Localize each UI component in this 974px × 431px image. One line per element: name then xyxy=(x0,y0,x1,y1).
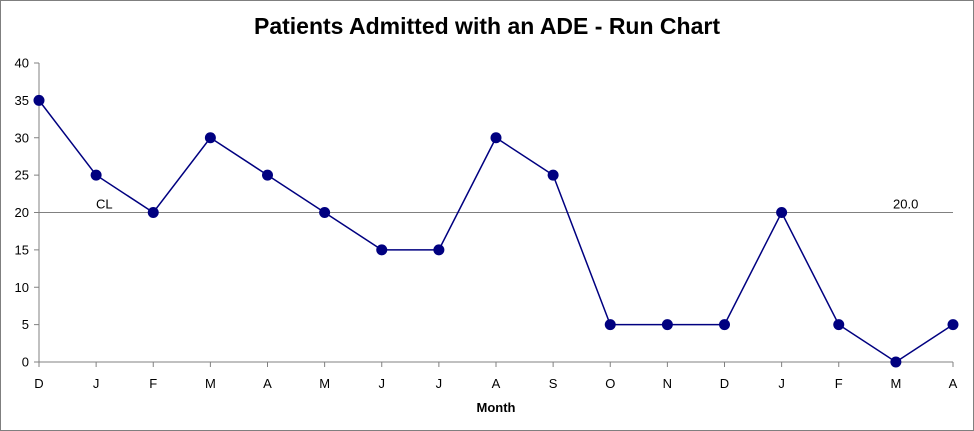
y-tick-label: 25 xyxy=(15,168,29,183)
x-tick-label: N xyxy=(663,376,672,391)
x-tick-label: A xyxy=(949,376,958,391)
x-tick-label: M xyxy=(205,376,216,391)
y-tick-label: 40 xyxy=(15,56,29,71)
x-axis-title: Month xyxy=(477,400,516,415)
data-point xyxy=(90,169,102,181)
data-point xyxy=(204,132,216,144)
y-tick-label: 10 xyxy=(15,280,29,295)
x-tick-label: D xyxy=(34,376,43,391)
data-point xyxy=(319,207,331,218)
center-line-value-label: 20.0 xyxy=(893,197,918,212)
y-tick-label: 30 xyxy=(15,130,29,145)
y-tick-label: 0 xyxy=(22,355,29,370)
chart-title: Patients Admitted with an ADE - Run Char… xyxy=(254,13,720,39)
data-point xyxy=(890,356,902,368)
x-tick-label: M xyxy=(319,376,330,391)
data-point xyxy=(490,132,502,144)
x-tick-label: M xyxy=(890,376,901,391)
y-tick-label: 20 xyxy=(15,205,29,220)
data-point xyxy=(262,169,273,181)
x-tick-label: J xyxy=(778,376,785,391)
x-tick-label: F xyxy=(835,376,843,391)
data-point xyxy=(776,207,788,218)
data-point xyxy=(661,319,673,331)
data-point xyxy=(604,319,616,331)
x-tick-label: S xyxy=(549,376,558,391)
x-tick-label: O xyxy=(605,376,615,391)
data-point xyxy=(833,319,845,331)
x-tick-label: A xyxy=(263,376,272,391)
data-point xyxy=(947,319,959,331)
x-tick-label: D xyxy=(720,376,729,391)
x-tick-label: J xyxy=(93,376,100,391)
y-axis-ticks: 0 5 10 15 20 25 30 35 40 xyxy=(15,56,39,370)
y-tick-label: 5 xyxy=(22,317,29,332)
y-tick-label: 15 xyxy=(15,242,29,257)
data-point xyxy=(719,319,730,331)
data-point xyxy=(147,207,159,218)
center-line-label: CL xyxy=(96,197,113,212)
data-points xyxy=(33,94,959,368)
y-tick-label: 35 xyxy=(15,93,29,108)
x-tick-label: A xyxy=(492,376,501,391)
x-tick-label: F xyxy=(149,376,157,391)
data-point xyxy=(433,244,445,256)
x-tick-label: J xyxy=(379,376,386,391)
data-point xyxy=(547,169,559,181)
data-point xyxy=(376,244,388,256)
x-tick-label: J xyxy=(436,376,443,391)
data-point xyxy=(33,94,45,106)
